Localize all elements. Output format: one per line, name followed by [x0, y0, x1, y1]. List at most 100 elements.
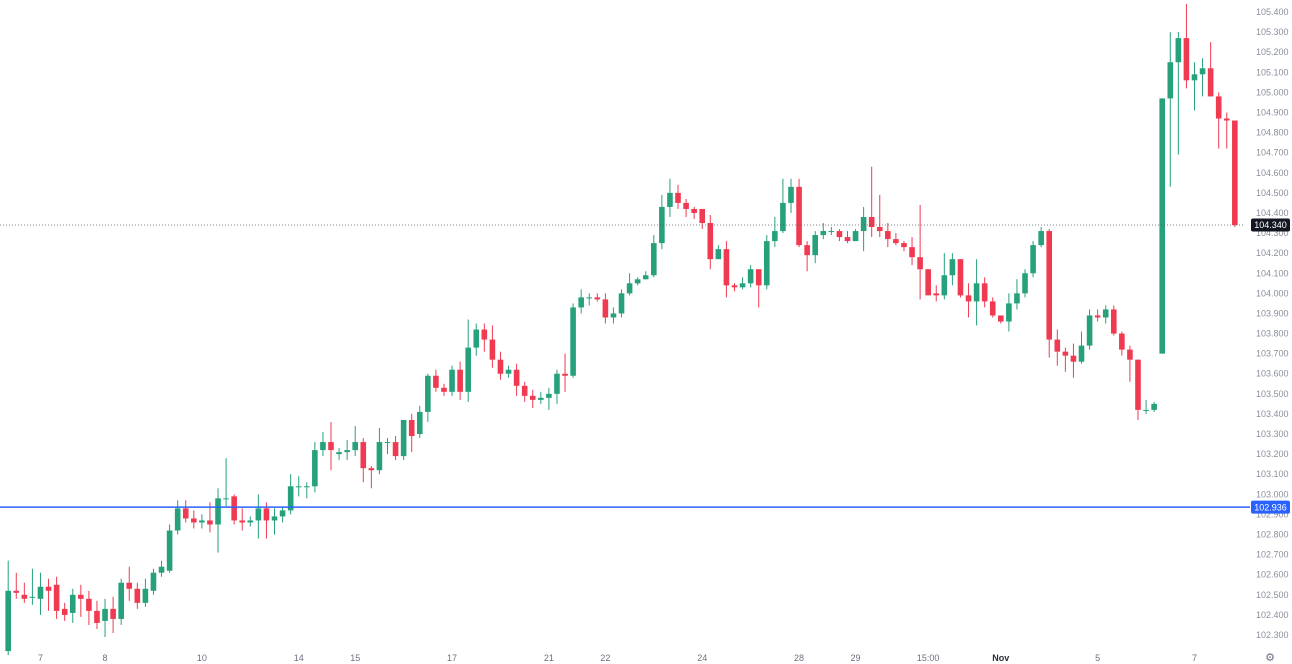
candle-body [1094, 315, 1101, 318]
candle-body [602, 299, 609, 318]
candle [675, 184, 681, 209]
candle-body [142, 588, 149, 603]
candle [45, 578, 52, 611]
candle [755, 269, 762, 308]
candle-body [1086, 315, 1093, 346]
y-tick-label: 104.600 [1256, 168, 1289, 178]
x-tick-label: 5 [1095, 653, 1100, 663]
candle [796, 178, 802, 248]
candle [328, 421, 334, 471]
candle [659, 194, 665, 250]
y-tick-label: 102.700 [1256, 550, 1289, 560]
candle [885, 223, 891, 248]
candle [21, 582, 28, 603]
candle [441, 383, 447, 396]
candle [1038, 227, 1044, 248]
candle [699, 208, 706, 230]
candle-body [634, 279, 641, 284]
candle-body [425, 375, 431, 412]
candle-body [989, 301, 996, 316]
candle [820, 223, 827, 240]
candle [917, 204, 923, 300]
y-tick-label: 102.800 [1256, 530, 1289, 540]
candle [465, 319, 471, 402]
candle-body [949, 259, 956, 276]
candle [1223, 112, 1230, 149]
candle [860, 206, 867, 252]
candle [546, 387, 552, 410]
candle-body [1183, 38, 1190, 81]
candle-body [1223, 118, 1230, 121]
candle [158, 560, 165, 577]
candle-body [191, 518, 197, 523]
candle-body [392, 442, 399, 457]
candle-body [174, 508, 181, 531]
y-tick-label: 102.900 [1256, 509, 1289, 519]
candle [594, 293, 601, 302]
candle [634, 277, 641, 286]
y-tick-label: 105.000 [1256, 87, 1289, 97]
candle [788, 178, 794, 213]
candle-body [578, 297, 584, 308]
candle-body [876, 227, 883, 232]
candle-body [820, 231, 827, 236]
candle-body [1207, 68, 1214, 97]
y-axis[interactable]: 105.400 105.300 105.200 105.100 105.000 104.9… [1256, 7, 1289, 640]
candle-body [1102, 309, 1109, 318]
candle [497, 351, 504, 380]
candle-body [433, 375, 439, 388]
candle-body [497, 359, 504, 374]
candle [586, 293, 593, 306]
candle-body [893, 239, 899, 244]
y-tick-label: 103.100 [1256, 469, 1289, 479]
candle-body [941, 275, 948, 296]
lines-layer [0, 224, 1250, 508]
x-tick-label: 21 [544, 653, 554, 663]
candle-body [384, 442, 391, 444]
candle-body [53, 584, 60, 611]
candle [747, 265, 754, 288]
x-axis[interactable]: 7 8 10 14 15 17 21 22 24 28 29 15:00 Nov 5 7 [38, 653, 1197, 663]
candle [554, 369, 560, 404]
candle-body [150, 572, 157, 591]
candle-body [1175, 38, 1182, 63]
candle-body [489, 339, 496, 360]
candles-layer [5, 3, 1238, 656]
candle [78, 584, 84, 617]
candle-body [61, 608, 68, 615]
candle [804, 241, 810, 272]
candle [150, 568, 157, 595]
candle [191, 510, 197, 529]
candle [1119, 331, 1125, 356]
candle [433, 369, 439, 392]
candle [489, 325, 496, 368]
candle-body [594, 297, 601, 300]
candle-body [1191, 74, 1198, 81]
candle-body [998, 315, 1004, 322]
candle [901, 241, 907, 252]
candle-body [1167, 62, 1174, 99]
candle-body [13, 590, 20, 593]
y-tick-label: 105.400 [1256, 7, 1289, 17]
candle [893, 233, 899, 246]
y-tick-label: 104.900 [1256, 107, 1289, 117]
y-tick-label: 102.300 [1256, 630, 1289, 640]
price-badges: 104.340 102.936 [1251, 218, 1290, 514]
candle [182, 500, 189, 523]
y-tick-label: 103.600 [1256, 369, 1289, 379]
gear-icon[interactable]: ⚙ [1265, 651, 1275, 664]
candle [239, 508, 246, 531]
candle [69, 588, 76, 623]
x-tick-label: 24 [697, 653, 707, 663]
level-price-badge: 102.936 [1251, 500, 1290, 514]
x-tick-label: 14 [294, 653, 304, 663]
candle-body [416, 411, 423, 435]
y-tick-label: 104.800 [1256, 128, 1289, 138]
candle [1022, 269, 1028, 298]
candle [1086, 309, 1093, 350]
candle-body [731, 285, 738, 288]
candle-body [473, 329, 480, 348]
candle [876, 194, 883, 238]
